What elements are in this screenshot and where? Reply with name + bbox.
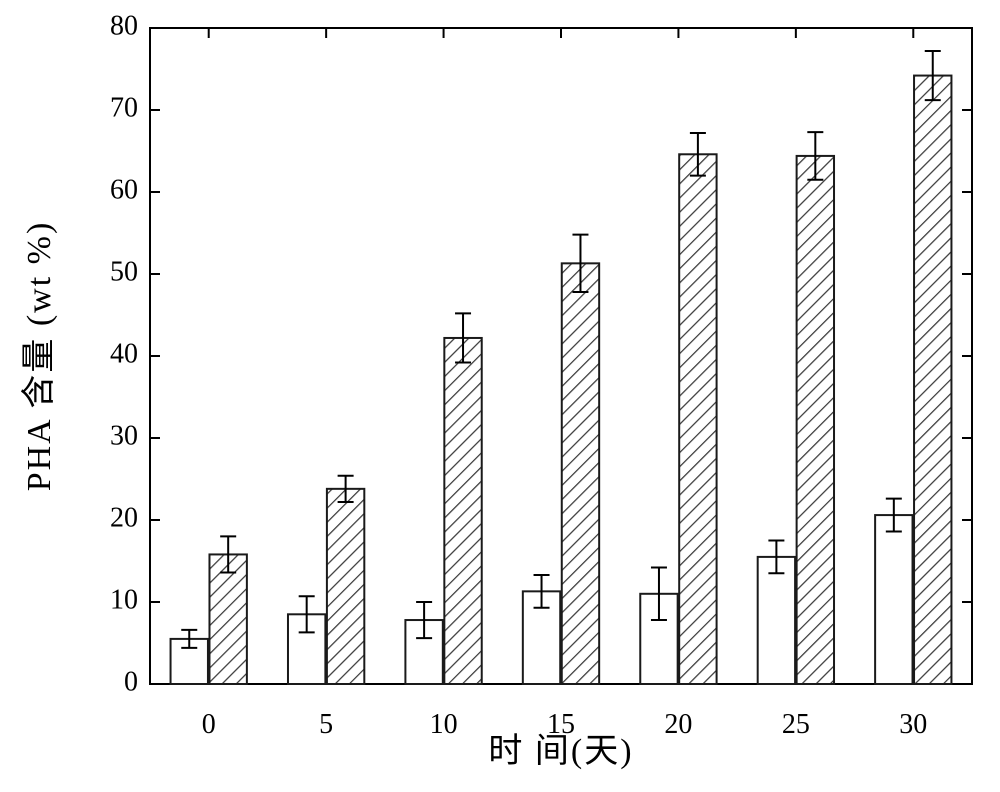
y-tick-label: 0	[124, 666, 138, 697]
y-tick-label: 20	[110, 502, 138, 533]
bar-series_hatched	[914, 76, 951, 684]
bar-series_hatched	[797, 156, 834, 684]
y-tick-label: 50	[110, 256, 138, 287]
x-axis-title: 时 间(天)	[488, 733, 633, 770]
bar-series_open	[758, 557, 795, 684]
bar-series_hatched	[562, 263, 599, 684]
y-tick-label: 10	[110, 584, 138, 615]
y-axis-title: PHA 含量 (wt %)	[20, 221, 58, 492]
y-tick-label: 40	[110, 338, 138, 369]
x-tick-label: 25	[782, 709, 810, 740]
x-tick-label: 0	[202, 709, 216, 740]
chart-svg: 01020304050607080051015202530时 间(天)PHA 含…	[0, 0, 1000, 787]
bar-series_hatched	[327, 489, 364, 684]
y-tick-label: 60	[110, 174, 138, 205]
y-tick-label: 80	[110, 10, 138, 41]
bar-series_hatched	[679, 154, 716, 684]
bar-chart: 01020304050607080051015202530时 间(天)PHA 含…	[0, 0, 1000, 787]
bar-series_hatched	[444, 338, 481, 684]
y-tick-label: 30	[110, 420, 138, 451]
x-tick-label: 30	[899, 709, 927, 740]
y-tick-label: 70	[110, 92, 138, 123]
bar-series_hatched	[209, 554, 246, 684]
x-tick-label: 5	[319, 709, 333, 740]
bar-series_open	[875, 515, 912, 684]
x-tick-label: 20	[664, 709, 692, 740]
x-tick-label: 10	[430, 709, 458, 740]
